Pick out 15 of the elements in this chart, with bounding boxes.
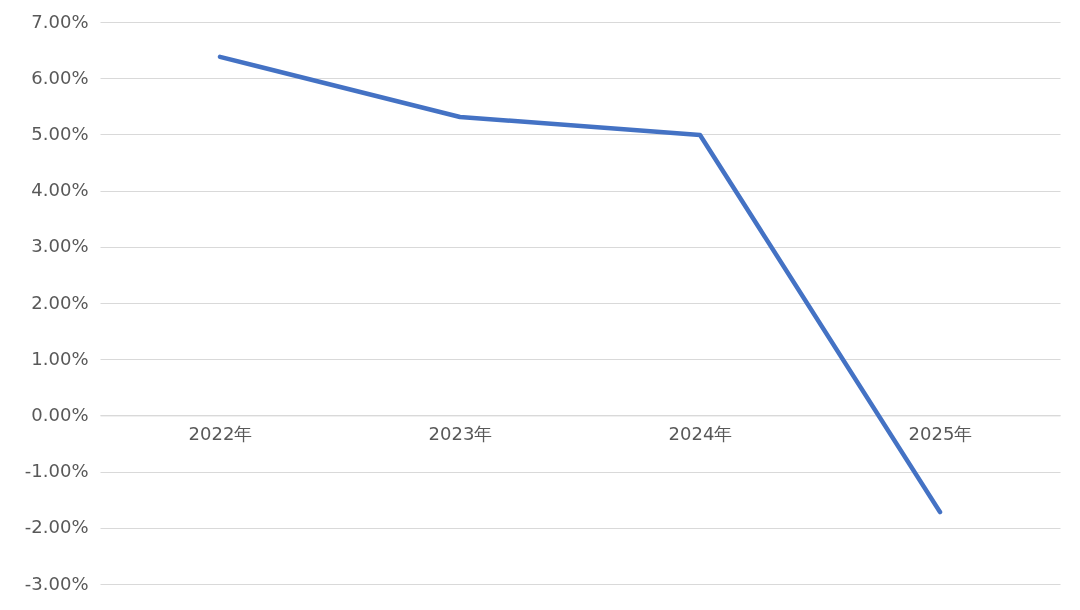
x-tick-label: 2024年	[668, 422, 733, 444]
y-tick-label: 2.00%	[31, 291, 89, 313]
y-tick-label: 1.00%	[31, 347, 89, 369]
y-tick-label: 4.00%	[31, 179, 89, 201]
y-tick-label: -2.00%	[24, 516, 89, 538]
y-tick-label: -1.00%	[24, 460, 89, 482]
y-tick-label: 5.00%	[31, 122, 89, 144]
x-tick-label: 2023年	[428, 422, 493, 444]
y-tick-label: 7.00%	[31, 10, 89, 32]
y-tick-label: -3.00%	[24, 572, 89, 594]
y-tick-label: 6.00%	[31, 66, 89, 88]
y-tick-label: 0.00%	[31, 403, 89, 425]
x-tick-label: 2022年	[188, 422, 253, 444]
x-tick-label: 2025年	[908, 422, 973, 444]
y-tick-label: 3.00%	[31, 235, 89, 257]
